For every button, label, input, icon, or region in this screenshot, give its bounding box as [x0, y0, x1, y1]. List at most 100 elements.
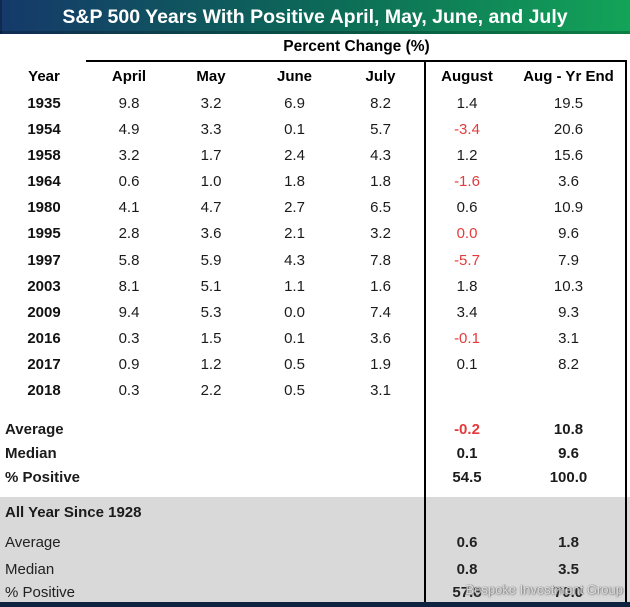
year-cell: 2016 — [27, 329, 61, 347]
value-cell: 0.1 — [284, 329, 305, 347]
value-cell: 3.1 — [558, 329, 579, 347]
value-cell: 3.3 — [200, 120, 222, 138]
table-row-2009: 2009 9.4 5.3 0.0 7.4 3.4 9.3 — [0, 299, 630, 325]
year-cell: 1958 — [27, 146, 61, 164]
table-row-1997: 1997 5.8 5.9 4.3 7.8 -5.7 7.9 — [0, 247, 630, 273]
value-cell: 4.3 — [284, 251, 305, 269]
value-cell: 4.1 — [118, 199, 140, 217]
value-cell: 1.8 — [284, 173, 305, 191]
summary-label: Average — [5, 420, 64, 438]
value-cell: 5.7 — [370, 120, 391, 138]
year-cell: 1980 — [27, 199, 61, 217]
watermark-text: Bespoke Investment Group — [465, 582, 623, 597]
value-cell: 7.4 — [370, 303, 391, 321]
column-header-year: Year — [28, 67, 60, 85]
value-cell: 1.9 — [370, 356, 391, 374]
value-cell: 0.0 — [284, 303, 305, 321]
all-years-row: Median 0.8 3.5 — [0, 556, 630, 583]
value-cell: 1.2 — [200, 356, 222, 374]
value-cell: 3.2 — [200, 94, 222, 112]
summary-row: Average -0.2 10.8 — [0, 417, 630, 441]
column-header-may: May — [196, 67, 226, 85]
value-cell: 19.5 — [553, 94, 584, 112]
value-cell: 6.5 — [370, 199, 391, 217]
value-cell: 3.4 — [456, 303, 478, 321]
value-cell: 2.8 — [118, 225, 140, 243]
value-cell: 0.1 — [284, 120, 305, 138]
value-cell: 5.9 — [200, 251, 222, 269]
value-cell: 10.9 — [553, 199, 584, 217]
summary-rows: Average -0.2 10.8 Median 0.1 9.6 % Positive 54.… — [0, 417, 630, 490]
column-header-august: August — [441, 67, 493, 85]
all-years-row: % Positive 57.8 70.0 — [0, 583, 630, 602]
value-cell: 0.6 — [456, 199, 478, 217]
value-cell: 1.6 — [370, 277, 391, 295]
value-cell: 8.2 — [558, 356, 579, 374]
all-years-label: Median — [5, 561, 55, 578]
group-header-percent-change: Percent Change (%) — [86, 34, 627, 62]
value-cell: 5.3 — [200, 303, 222, 321]
value-cell: 9.3 — [558, 303, 579, 321]
bottom-navy-bar — [0, 602, 630, 607]
table-row-1964: 1964 0.6 1.0 1.8 1.8 -1.6 3.6 — [0, 168, 630, 194]
year-cell: 2009 — [27, 303, 61, 321]
value-cell: 1.7 — [200, 146, 222, 164]
value-cell: 3.6 — [200, 225, 222, 243]
all-years-rows: Average 0.6 1.8 Median 0.8 3.5 % Positive 57.8 7… — [0, 528, 630, 602]
column-header-july: July — [365, 67, 396, 85]
value-cell: 1.2 — [456, 146, 478, 164]
column-header-april: April — [111, 67, 147, 85]
value-cell: 3.2 — [370, 225, 391, 243]
all-years-aug-yr-end-value: 1.8 — [558, 533, 579, 551]
value-cell: 6.9 — [284, 94, 305, 112]
value-cell: -1.6 — [454, 173, 480, 191]
value-cell: 9.6 — [558, 225, 579, 243]
value-cell: 0.3 — [118, 382, 140, 400]
value-cell: 1.1 — [284, 277, 305, 295]
value-cell: 7.9 — [558, 251, 579, 269]
summary-aug-yr-end-value: 10.8 — [553, 420, 584, 438]
table-row-1935: 1935 9.8 3.2 6.9 8.2 1.4 19.5 — [0, 90, 630, 116]
value-cell: -3.4 — [454, 120, 480, 138]
value-cell: 0.3 — [118, 329, 140, 347]
value-cell: 3.2 — [118, 146, 140, 164]
page-title: S&P 500 Years With Positive April, May, … — [62, 5, 568, 28]
title-bar: S&P 500 Years With Positive April, May, … — [0, 0, 630, 34]
value-cell: 1.5 — [200, 329, 222, 347]
year-cell: 1964 — [27, 173, 61, 191]
year-cell: 2017 — [27, 356, 61, 374]
value-cell: 7.8 — [370, 251, 391, 269]
value-cell: 2.7 — [284, 199, 305, 217]
value-cell: 3.6 — [370, 329, 391, 347]
value-cell: 0.1 — [456, 356, 478, 374]
value-cell: 15.6 — [553, 146, 584, 164]
summary-aug-yr-end-value: 100.0 — [549, 469, 588, 487]
value-cell: 0.9 — [118, 356, 140, 374]
value-cell: 20.6 — [553, 120, 584, 138]
column-header-row: Year April May June July August Aug - Yr… — [0, 62, 630, 90]
year-cell: 2018 — [27, 382, 61, 400]
value-cell: 2.2 — [200, 382, 222, 400]
year-cell: 1995 — [27, 225, 61, 243]
summary-august-value: 54.5 — [452, 469, 482, 487]
value-cell: 8.2 — [370, 94, 391, 112]
all-years-august-value: 57.8 — [452, 584, 482, 601]
all-years-aug-yr-end-value: 70.0 — [553, 584, 584, 601]
all-years-row: Average 0.6 1.8 — [0, 528, 630, 556]
table-row-1954: 1954 4.9 3.3 0.1 5.7 -3.4 20.6 — [0, 116, 630, 142]
value-cell: 0.6 — [118, 173, 140, 191]
year-cell: 1997 — [27, 251, 61, 269]
table-row-2018: 2018 0.3 2.2 0.5 3.1 — [0, 378, 630, 404]
value-cell: 2.1 — [284, 225, 305, 243]
group-header-label: Percent Change (%) — [283, 38, 430, 55]
column-header-aug-yr-end: Aug - Yr End — [523, 67, 614, 85]
all-years-section: All Year Since 1928 Average 0.6 1.8 Median 0… — [0, 497, 630, 602]
summary-label: Median — [5, 445, 57, 463]
value-cell: 1.8 — [456, 277, 478, 295]
value-cell: 5.1 — [200, 277, 222, 295]
all-years-section-header: All Year Since 1928 — [5, 504, 142, 521]
column-header-june: June — [276, 67, 312, 85]
year-cell: 1954 — [27, 120, 61, 138]
table-row-1995: 1995 2.8 3.6 2.1 3.2 0.0 9.6 — [0, 221, 630, 247]
